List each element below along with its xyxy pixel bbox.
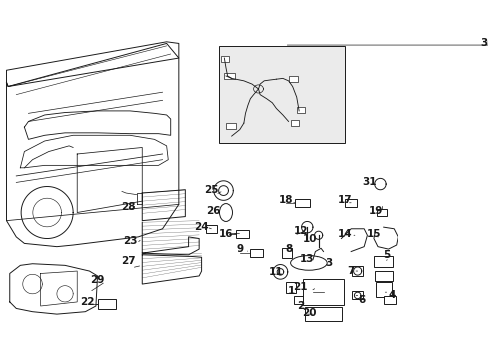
- Text: 25: 25: [203, 185, 218, 195]
- Text: 9: 9: [236, 244, 243, 254]
- Text: 2: 2: [297, 301, 304, 311]
- Text: 24: 24: [194, 222, 208, 232]
- Bar: [296, 107, 304, 113]
- Bar: [205, 225, 217, 233]
- Text: 29: 29: [90, 275, 104, 285]
- Text: 28: 28: [121, 202, 135, 212]
- Text: 20: 20: [301, 307, 316, 318]
- Text: 21: 21: [293, 282, 307, 292]
- Text: 5: 5: [383, 250, 390, 260]
- Bar: [223, 73, 234, 79]
- Text: 22: 22: [81, 297, 95, 307]
- Bar: [303, 279, 343, 305]
- Bar: [384, 296, 395, 304]
- Text: 3: 3: [325, 258, 332, 268]
- Text: 30: 30: [480, 39, 488, 49]
- Bar: [219, 46, 345, 143]
- Bar: [235, 230, 248, 238]
- Bar: [98, 300, 116, 309]
- Text: 31: 31: [362, 177, 376, 186]
- Text: 7: 7: [347, 266, 354, 276]
- Bar: [282, 248, 291, 258]
- Bar: [294, 199, 309, 207]
- Text: 26: 26: [205, 206, 220, 216]
- Text: 19: 19: [367, 206, 382, 216]
- Text: 16: 16: [218, 229, 233, 239]
- Text: 4: 4: [388, 291, 395, 301]
- Text: 23: 23: [122, 236, 137, 246]
- Bar: [305, 307, 341, 321]
- Bar: [375, 283, 391, 297]
- Text: 1: 1: [287, 285, 294, 296]
- Text: 27: 27: [121, 256, 136, 266]
- Bar: [374, 271, 392, 281]
- Bar: [249, 249, 262, 257]
- Bar: [290, 120, 299, 126]
- Bar: [351, 266, 363, 276]
- Text: 11: 11: [268, 267, 283, 277]
- Text: 14: 14: [338, 229, 352, 239]
- Bar: [285, 282, 295, 293]
- Text: 8: 8: [285, 244, 292, 254]
- Text: 15: 15: [366, 229, 381, 239]
- Text: 12: 12: [293, 226, 307, 236]
- Bar: [351, 291, 363, 300]
- Bar: [345, 199, 356, 207]
- Bar: [221, 57, 229, 62]
- Bar: [289, 76, 297, 82]
- Text: 10: 10: [303, 234, 317, 244]
- Bar: [373, 256, 393, 267]
- Bar: [376, 209, 386, 216]
- Text: 13: 13: [300, 254, 314, 264]
- Text: 17: 17: [338, 195, 352, 205]
- Text: 6: 6: [357, 295, 365, 305]
- Bar: [293, 296, 304, 304]
- Bar: [225, 123, 235, 129]
- Text: 18: 18: [278, 195, 293, 205]
